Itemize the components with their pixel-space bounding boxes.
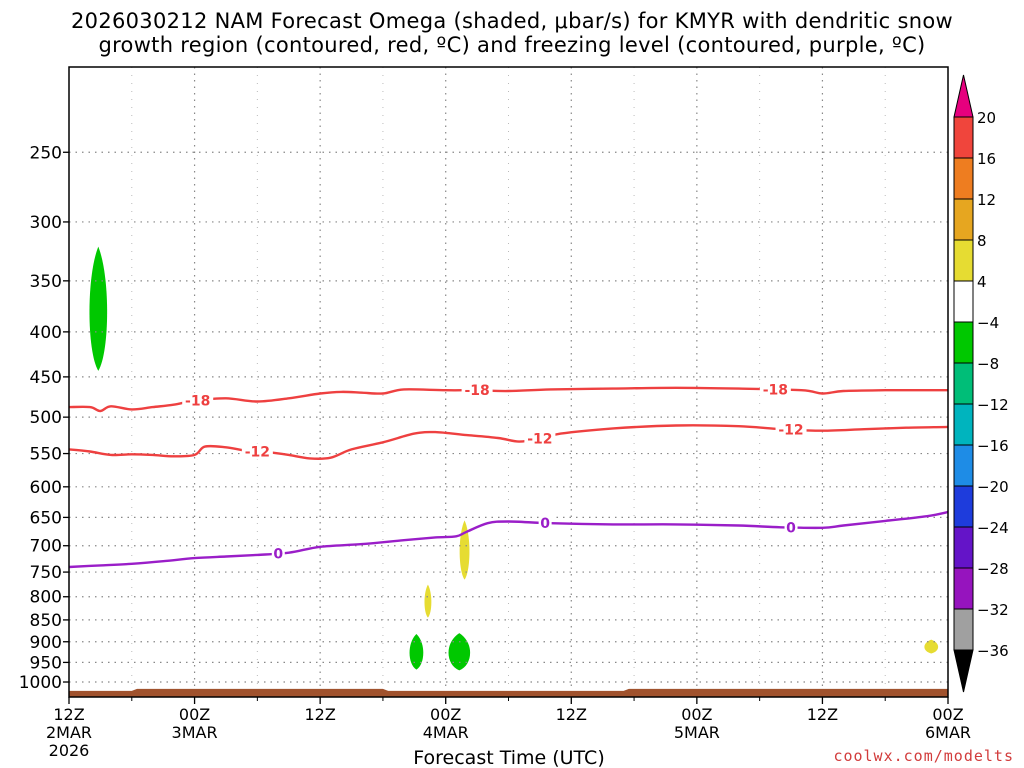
contour-label: 0 (540, 516, 550, 532)
x-tick-label: 12Z (304, 705, 335, 724)
colorbar-level-label: −16 (977, 437, 1009, 455)
ground-surface (69, 688, 948, 697)
colorbar-bottom-arrow (953, 649, 974, 693)
x-tick-label: 00Z (179, 705, 210, 724)
colorbar-level-label: 16 (977, 150, 996, 168)
y-tick-label: 700 (30, 537, 62, 557)
colorbar-level-label: −12 (977, 396, 1009, 414)
y-axis: 2503003504004505005506006507007508008509… (19, 143, 69, 693)
colorbar-level-label: 4 (977, 273, 987, 291)
colorbar-level-label: −28 (977, 560, 1009, 578)
colorbar-swatch (953, 444, 974, 487)
credit-text[interactable]: coolwx.com/modelts (833, 747, 1014, 765)
y-tick-label: 900 (30, 633, 62, 653)
x-tick-label: 2MAR (46, 723, 92, 742)
colorbar-top-arrow (953, 74, 974, 118)
colorbar-level-label: −4 (977, 314, 999, 332)
colorbar-swatch (953, 321, 974, 364)
colorbar-swatch (953, 526, 974, 569)
y-tick-label: 400 (30, 323, 62, 343)
x-tick-label: 4MAR (423, 723, 469, 742)
x-tick-label: 5MAR (674, 723, 720, 742)
y-tick-label: 800 (30, 588, 62, 608)
colorbar-swatch (953, 403, 974, 446)
omega-shaded-region (448, 633, 471, 671)
x-tick-label: 2026 (49, 741, 90, 760)
contour-label: -12 (245, 444, 270, 460)
colorbar-level-label: −20 (977, 478, 1009, 496)
contour-label-background (538, 515, 552, 532)
y-tick-label: 450 (30, 368, 62, 388)
ground-layer (69, 688, 948, 697)
y-tick-label: 600 (30, 478, 62, 498)
omega-shaded-region (89, 246, 108, 371)
colorbar-swatch (953, 280, 974, 323)
contour-label-background (784, 519, 798, 536)
contour-layer: -18 -18 -18 -12 -12 -12 0 0 0 (68, 381, 949, 569)
colorbar-swatch (953, 485, 974, 528)
x-axis-label: Forecast Time (UTC) (413, 747, 604, 768)
x-tick-label: 3MAR (172, 723, 218, 742)
contour-label: -18 (464, 383, 489, 399)
contour-label: 0 (786, 520, 796, 536)
y-tick-label: 500 (30, 408, 62, 428)
colorbar-level-label: −8 (977, 355, 999, 373)
colorbar-swatch (953, 116, 974, 159)
y-tick-label: 850 (30, 611, 62, 631)
omega-shaded-region (424, 584, 432, 618)
colorbar-swatch (953, 567, 974, 610)
y-tick-label: 650 (30, 508, 62, 528)
y-tick-label: 750 (30, 563, 62, 583)
omega-shading-layer (89, 246, 939, 671)
x-tick-label: 6MAR (925, 723, 971, 742)
contour-label-background (461, 382, 493, 399)
colorbar-level-label: 12 (977, 191, 996, 209)
plot-frame (68, 66, 949, 698)
contour-label: -12 (778, 423, 803, 439)
colorbar-swatch (953, 608, 974, 651)
omega-shaded-region (459, 520, 470, 580)
x-tick-label: 12Z (53, 705, 84, 724)
x-tick-label: 00Z (932, 705, 963, 724)
omega-shaded-region (924, 639, 939, 654)
y-tick-label: 350 (30, 272, 62, 292)
omega-shaded-region (409, 634, 424, 670)
contour-label-background (271, 545, 285, 562)
y-tick-label: 250 (30, 143, 62, 163)
contour-line (68, 510, 949, 569)
contour-label: 0 (273, 546, 283, 562)
contour-label-background (524, 430, 556, 447)
y-tick-label: 550 (30, 445, 62, 465)
grid-layer (69, 67, 948, 697)
colorbar-swatch (953, 362, 974, 405)
colorbar-level-label: 8 (977, 232, 987, 250)
chart-title-line-1: 2026030212 NAM Forecast Omega (shaded, μ… (71, 9, 953, 33)
x-tick-label: 12Z (556, 705, 587, 724)
x-tick-label: 12Z (807, 705, 838, 724)
contour-label: -18 (185, 394, 210, 410)
colorbar-level-label: −32 (977, 601, 1009, 619)
contour-label-background (775, 421, 807, 438)
colorbar: 20 16 12 8 4 −4 −8 −12 −16 −20 −24 −28 −32 −36 (953, 74, 1009, 693)
y-tick-label: 300 (30, 213, 62, 233)
colorbar-level-label: 20 (977, 109, 996, 127)
contour-label: -12 (527, 432, 552, 448)
colorbar-swatch (953, 198, 974, 241)
colorbar-level-label: −36 (977, 642, 1009, 660)
colorbar-swatch (953, 239, 974, 282)
contour-label: -18 (763, 383, 788, 399)
y-tick-label: 950 (30, 653, 62, 673)
contour-label-background (759, 381, 791, 398)
contour-label-background (241, 443, 273, 460)
chart-title-line-2: growth region (contoured, red, ºC) and f… (98, 33, 926, 57)
contour-label-background (182, 392, 214, 409)
x-tick-label: 00Z (430, 705, 461, 724)
y-tick-label: 1000 (19, 673, 62, 693)
x-tick-label: 00Z (681, 705, 712, 724)
contour-line (68, 424, 949, 460)
colorbar-swatch (953, 157, 974, 200)
colorbar-level-label: −24 (977, 519, 1009, 537)
